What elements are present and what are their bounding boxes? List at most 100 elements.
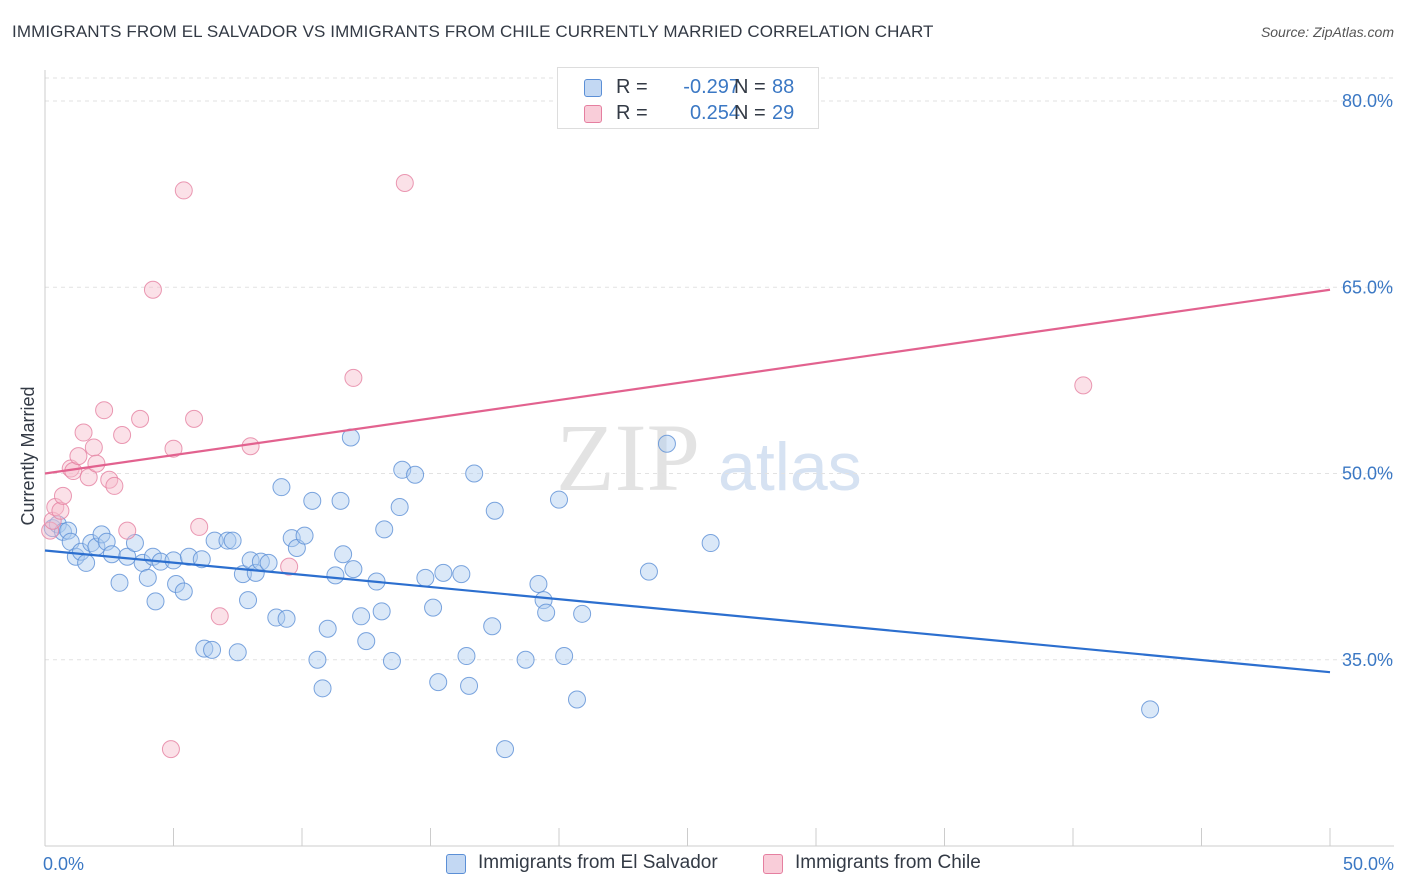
- point-el-salvador: [372, 602, 391, 621]
- point-el-salvador: [416, 568, 435, 587]
- point-el-salvador: [516, 650, 535, 669]
- point-el-salvador: [457, 647, 476, 666]
- point-el-salvador: [174, 582, 193, 601]
- watermark: ZIP atlas: [556, 404, 862, 511]
- point-chile: [69, 447, 88, 466]
- point-el-salvador: [318, 619, 337, 638]
- point-chile: [118, 521, 137, 540]
- stats-n-value: 88: [772, 76, 795, 98]
- point-chile: [164, 439, 183, 458]
- point-el-salvador: [59, 521, 78, 540]
- point-el-salvador: [138, 568, 157, 587]
- series-el-salvador-points: [43, 428, 1160, 759]
- point-chile: [241, 437, 260, 456]
- point-el-salvador: [1141, 700, 1160, 719]
- series-chile-points: [41, 173, 1093, 759]
- point-chile: [190, 517, 209, 536]
- point-el-salvador: [382, 652, 401, 671]
- point-chile: [1074, 376, 1093, 395]
- point-el-salvador: [313, 679, 332, 698]
- point-el-salvador: [272, 478, 291, 497]
- point-chile: [95, 401, 114, 420]
- point-chile: [344, 368, 363, 387]
- point-chile: [74, 423, 93, 442]
- point-el-salvador: [460, 676, 479, 695]
- point-chile: [105, 476, 124, 495]
- point-el-salvador: [429, 673, 448, 692]
- y-tick-label: 35.0%: [1342, 650, 1393, 670]
- point-el-salvador: [485, 501, 504, 520]
- point-el-salvador: [496, 740, 515, 759]
- point-chile: [161, 740, 180, 759]
- point-el-salvador: [357, 632, 376, 651]
- point-chile: [280, 557, 299, 576]
- point-el-salvador: [465, 464, 484, 483]
- stats-r-value: 0.254: [689, 102, 740, 124]
- point-chile: [210, 607, 229, 626]
- legend-label: Immigrants from El Salvador: [478, 852, 718, 873]
- axes: [44, 70, 1394, 847]
- point-el-salvador: [529, 575, 548, 594]
- point-el-salvador: [375, 520, 394, 539]
- point-el-salvador: [555, 647, 574, 666]
- y-tick-label: 65.0%: [1342, 277, 1393, 297]
- point-el-salvador: [639, 562, 658, 581]
- point-el-salvador: [164, 551, 183, 570]
- stats-n-value: 29: [772, 102, 795, 124]
- point-el-salvador: [344, 560, 363, 579]
- stats-r-label: R =: [616, 76, 648, 98]
- legend-swatch-blue: [446, 854, 466, 874]
- point-el-salvador: [203, 640, 222, 659]
- point-el-salvador: [277, 609, 296, 628]
- point-el-salvador: [334, 545, 353, 564]
- point-chile: [53, 486, 72, 505]
- point-el-salvador: [218, 531, 237, 550]
- chart-title: IMMIGRANTS FROM EL SALVADOR VS IMMIGRANT…: [12, 22, 934, 41]
- point-chile: [131, 409, 150, 428]
- point-el-salvador: [110, 573, 129, 592]
- point-el-salvador: [239, 591, 258, 610]
- x-tick-label: 0.0%: [43, 854, 84, 874]
- point-el-salvador: [434, 563, 453, 582]
- point-el-salvador: [146, 592, 165, 611]
- point-el-salvador: [567, 690, 586, 709]
- point-el-salvador: [331, 491, 350, 510]
- point-el-salvador: [167, 575, 186, 594]
- point-chile: [185, 409, 204, 428]
- trend-line-chile: [44, 288, 1331, 475]
- point-chile: [84, 438, 103, 457]
- point-chile: [143, 280, 162, 299]
- point-el-salvador: [352, 607, 371, 626]
- point-el-salvador: [246, 563, 265, 582]
- point-el-salvador: [77, 553, 96, 572]
- point-el-salvador: [326, 566, 345, 585]
- y-axis-title: Currently Married: [18, 386, 38, 525]
- point-el-salvador: [259, 553, 278, 572]
- point-chile: [87, 454, 106, 473]
- point-el-salvador: [102, 545, 121, 564]
- trend-line-el-salvador: [44, 549, 1331, 674]
- point-el-salvador: [701, 534, 720, 553]
- y-tick-labels: 35.0% 50.0% 65.0% 80.0%: [1342, 91, 1393, 670]
- point-el-salvador: [657, 434, 676, 453]
- stats-n-label: N =: [734, 102, 766, 124]
- x-tick-labels: 0.0% 50.0%: [43, 854, 1394, 874]
- point-el-salvador: [223, 531, 242, 550]
- point-el-salvador: [205, 531, 224, 550]
- y-tick-label: 50.0%: [1342, 464, 1393, 484]
- point-chile: [113, 426, 132, 445]
- legend-label: Immigrants from Chile: [795, 852, 981, 873]
- watermark-atlas: atlas: [718, 429, 862, 505]
- point-chile: [395, 173, 414, 192]
- trend-lines: [44, 288, 1331, 674]
- point-el-salvador: [390, 498, 409, 517]
- point-el-salvador: [573, 604, 592, 623]
- y-tick-label: 80.0%: [1342, 91, 1393, 111]
- x-tick-label: 50.0%: [1343, 854, 1394, 874]
- point-el-salvador: [195, 639, 214, 658]
- point-el-salvador: [295, 526, 314, 545]
- stats-swatch-pink: [584, 105, 602, 123]
- point-el-salvador: [550, 490, 568, 509]
- point-el-salvador: [537, 603, 556, 622]
